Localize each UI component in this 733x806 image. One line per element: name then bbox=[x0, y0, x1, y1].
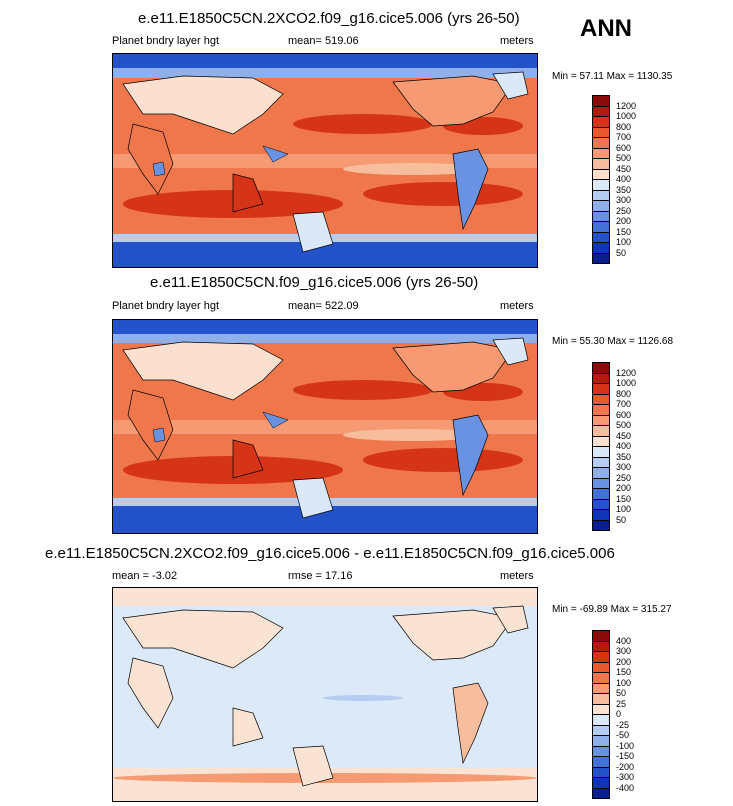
panel3-rmse-label: rmse = 17.16 bbox=[288, 570, 353, 582]
colorbar-label: 100 bbox=[616, 237, 632, 247]
panel3-map-field bbox=[113, 588, 537, 801]
colorbar-label: -200 bbox=[616, 761, 635, 772]
colorbar-label: 300 bbox=[616, 646, 632, 656]
colorbar-label: 600 bbox=[616, 142, 632, 153]
colorbar-label: 50 bbox=[616, 688, 627, 698]
colorbar-label: 600 bbox=[616, 409, 632, 420]
colorbar-label: 1200 bbox=[616, 367, 637, 378]
colorbar-label: 350 bbox=[616, 451, 632, 462]
colorbar-label: 25 bbox=[616, 698, 627, 709]
colorbar-label: 350 bbox=[616, 184, 632, 195]
panel1-variable-label: Planet bndry layer hgt bbox=[112, 35, 220, 47]
panel2-map-field bbox=[113, 320, 537, 533]
colorbar-label: 50 bbox=[616, 247, 627, 258]
panel1-map-field bbox=[113, 54, 537, 267]
colorbar-label: 700 bbox=[616, 132, 632, 142]
colorbar-label: 250 bbox=[616, 205, 632, 216]
colorbar-label: -50 bbox=[616, 730, 630, 740]
panel2-variable-label: Planet bndry layer hgt bbox=[112, 300, 220, 312]
season-label: ANN bbox=[580, 15, 632, 42]
panel2-map bbox=[112, 319, 538, 534]
panel3-colorbar: 400 300 200 150 100 50 25 0 -25 -50 -100 -150 -200 -3… bbox=[592, 630, 652, 800]
colorbar-label: 500 bbox=[616, 420, 632, 430]
panel1-title: e.e11.E1850C5CN.2XCO2.f09_g16.cice5.006 … bbox=[138, 10, 520, 27]
panel3-minmax: Min = -69.89 Max = 315.27 bbox=[552, 604, 672, 615]
panel2-title: e.e11.E1850C5CN.f09_g16.cice5.006 (yrs 2… bbox=[150, 274, 479, 291]
colorbar-label: 250 bbox=[616, 472, 632, 483]
colorbar-swatch bbox=[592, 519, 610, 531]
colorbar-label: 150 bbox=[616, 667, 632, 677]
colorbar-label: 1200 bbox=[616, 100, 637, 111]
colorbar-label: 1000 bbox=[616, 378, 637, 388]
colorbar-label: 500 bbox=[616, 153, 632, 163]
colorbar-label: 200 bbox=[616, 656, 632, 667]
colorbar-label: 300 bbox=[616, 195, 632, 205]
panel2-units-label: meters bbox=[500, 300, 534, 312]
colorbar-label: 100 bbox=[616, 504, 632, 514]
colorbar-swatch bbox=[592, 252, 610, 264]
colorbar-label: 0 bbox=[616, 709, 622, 719]
colorbar-swatch bbox=[592, 787, 610, 799]
panel1-mean-label: mean= 519.06 bbox=[288, 35, 359, 47]
colorbar-label: 50 bbox=[616, 514, 627, 525]
panel3-title: e.e11.E1850C5CN.2XCO2.f09_g16.cice5.006 … bbox=[45, 545, 615, 562]
colorbar-label: 400 bbox=[616, 635, 632, 646]
panel1-map bbox=[112, 53, 538, 268]
panel1-colorbar: 1200 1000 800 700 600 500 450 400 350 300 250 200 15… bbox=[592, 95, 652, 265]
panel3-units-label: meters bbox=[500, 570, 534, 582]
colorbar-label: 200 bbox=[616, 483, 632, 493]
colorbar-label: 450 bbox=[616, 430, 632, 441]
colorbar-label: 1000 bbox=[616, 111, 637, 121]
colorbar-label: -300 bbox=[616, 772, 635, 782]
colorbar-label: 800 bbox=[616, 121, 632, 132]
panel2-mean-label: mean= 522.09 bbox=[288, 300, 359, 312]
colorbar-label: 700 bbox=[616, 399, 632, 409]
colorbar-label: 150 bbox=[616, 493, 632, 504]
panel1-minmax: Min = 57.11 Max = 1130.35 bbox=[552, 71, 673, 82]
panel1-units-label: meters bbox=[500, 35, 534, 47]
colorbar-label: 800 bbox=[616, 388, 632, 399]
colorbar-label: -400 bbox=[616, 782, 635, 793]
colorbar-label: -25 bbox=[616, 719, 630, 730]
colorbar-label: 200 bbox=[616, 216, 632, 226]
colorbar-label: -150 bbox=[616, 751, 635, 761]
panel3-map bbox=[112, 587, 538, 802]
colorbar-label: 300 bbox=[616, 462, 632, 472]
colorbar-label: 450 bbox=[616, 163, 632, 174]
panel3-mean-label: mean = -3.02 bbox=[112, 570, 178, 582]
colorbar-label: -100 bbox=[616, 740, 635, 751]
colorbar-label: 100 bbox=[616, 677, 632, 688]
colorbar-label: 400 bbox=[616, 441, 632, 451]
panel2-colorbar: 1200 1000 800 700 600 500 450 400 350 300 250 200 15… bbox=[592, 362, 652, 532]
colorbar-label: 400 bbox=[616, 174, 632, 184]
colorbar-label: 150 bbox=[616, 226, 632, 237]
panel2-minmax: Min = 55.30 Max = 1126.68 bbox=[552, 336, 674, 347]
